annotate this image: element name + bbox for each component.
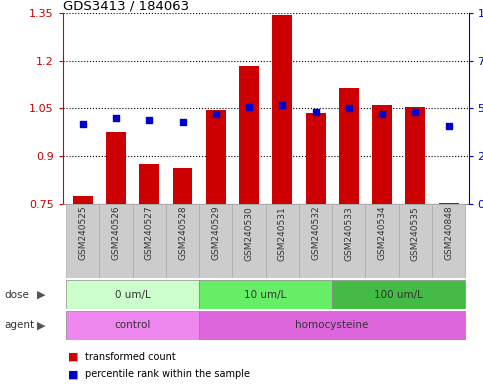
Bar — [398, 204, 432, 278]
Bar — [306, 113, 326, 204]
Text: GSM240526: GSM240526 — [112, 206, 120, 260]
Bar — [73, 195, 93, 204]
Point — [378, 111, 386, 117]
Text: ▶: ▶ — [37, 290, 45, 300]
Text: GSM240533: GSM240533 — [344, 206, 353, 260]
Point — [79, 121, 86, 127]
Point — [278, 102, 286, 108]
Bar — [166, 204, 199, 278]
Text: GSM240528: GSM240528 — [178, 206, 187, 260]
Bar — [272, 15, 292, 204]
Bar — [372, 105, 392, 204]
Bar — [206, 110, 226, 204]
Bar — [339, 88, 359, 204]
Bar — [199, 311, 465, 340]
Bar — [99, 204, 133, 278]
Text: transformed count: transformed count — [85, 352, 175, 362]
Text: ▶: ▶ — [37, 320, 45, 331]
Text: agent: agent — [5, 320, 35, 331]
Text: GSM240530: GSM240530 — [244, 206, 254, 260]
Bar — [299, 204, 332, 278]
Bar — [266, 204, 299, 278]
Bar — [439, 203, 458, 204]
Point — [179, 119, 186, 125]
Bar — [66, 204, 99, 278]
Bar — [199, 204, 232, 278]
Text: GSM240525: GSM240525 — [78, 206, 87, 260]
Text: percentile rank within the sample: percentile rank within the sample — [85, 369, 250, 379]
Text: ■: ■ — [68, 369, 78, 379]
Text: GDS3413 / 184063: GDS3413 / 184063 — [63, 0, 189, 12]
Point — [345, 106, 353, 112]
Text: 0 um/L: 0 um/L — [115, 290, 151, 300]
Text: dose: dose — [5, 290, 30, 300]
Bar — [133, 204, 166, 278]
Bar — [66, 280, 199, 309]
Text: GSM240532: GSM240532 — [311, 206, 320, 260]
Text: GSM240529: GSM240529 — [211, 206, 220, 260]
Point — [412, 109, 419, 115]
Bar — [232, 204, 266, 278]
Text: ■: ■ — [68, 352, 78, 362]
Text: 10 um/L: 10 um/L — [244, 290, 287, 300]
Text: GSM240531: GSM240531 — [278, 206, 287, 260]
Bar — [106, 132, 126, 204]
Bar — [199, 280, 332, 309]
Point — [145, 117, 153, 123]
Bar — [239, 66, 259, 204]
Text: homocysteine: homocysteine — [296, 320, 369, 331]
Text: GSM240534: GSM240534 — [378, 206, 386, 260]
Bar — [366, 204, 398, 278]
Bar — [172, 168, 193, 204]
Text: 100 um/L: 100 um/L — [374, 290, 423, 300]
Bar — [139, 164, 159, 204]
Text: GSM240848: GSM240848 — [444, 206, 453, 260]
Bar — [66, 311, 199, 340]
Bar — [432, 204, 465, 278]
Text: control: control — [114, 320, 151, 331]
Text: GSM240535: GSM240535 — [411, 206, 420, 260]
Bar — [332, 280, 465, 309]
Point — [112, 115, 120, 121]
Point — [212, 111, 220, 117]
Point — [312, 109, 319, 115]
Point — [245, 104, 253, 110]
Point — [445, 122, 453, 129]
Text: GSM240527: GSM240527 — [145, 206, 154, 260]
Bar — [405, 107, 425, 204]
Bar — [332, 204, 366, 278]
